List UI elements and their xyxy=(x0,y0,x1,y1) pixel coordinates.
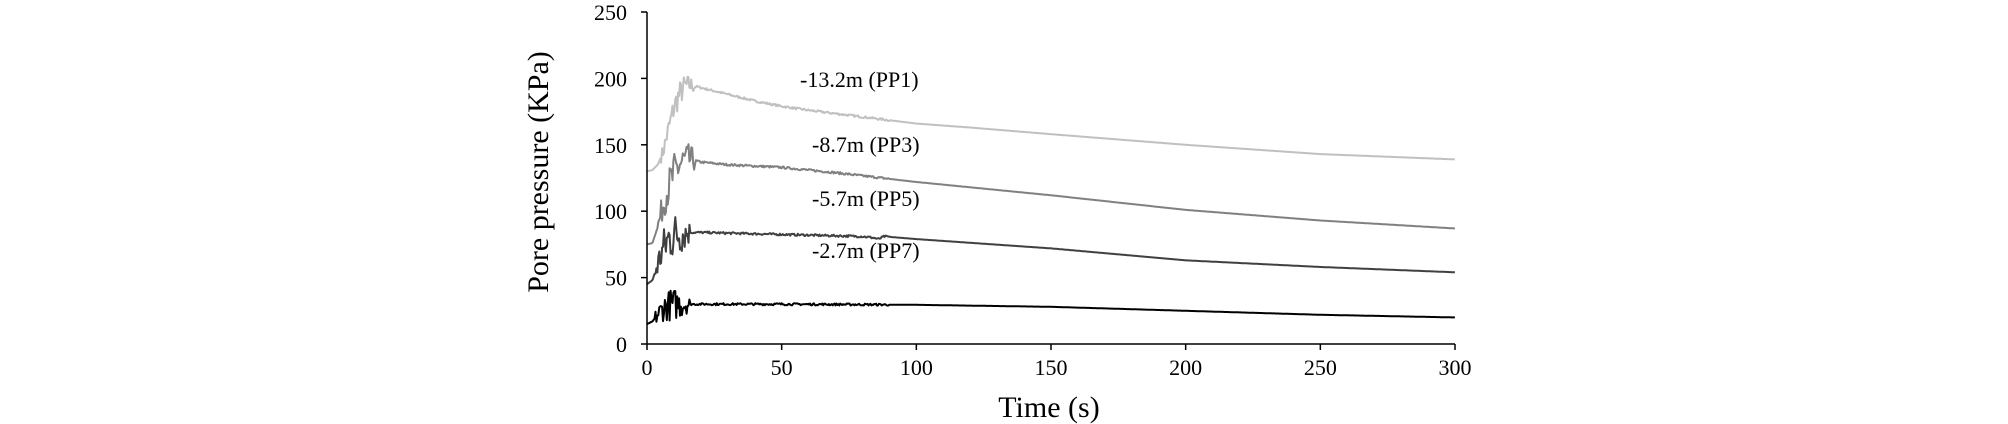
series-line xyxy=(646,75,1455,173)
x-tick-label: 300 xyxy=(1439,355,1472,380)
x-tick-label: 150 xyxy=(1035,355,1068,380)
series-line xyxy=(646,289,1455,325)
y-tick-label: 0 xyxy=(616,332,627,357)
x-tick-label: 0 xyxy=(642,355,653,380)
y-tick-label: 200 xyxy=(594,66,627,91)
series-line xyxy=(646,143,1455,246)
tick-label-layer: 0 50 100 150 200 250 300 0 50 100 150 200 250 xyxy=(594,0,1472,380)
x-tick-label: 100 xyxy=(900,355,933,380)
axes-layer xyxy=(641,11,1456,350)
y-tick-label: 50 xyxy=(605,266,627,291)
series-layer xyxy=(646,75,1455,325)
x-tick-label: 50 xyxy=(771,355,793,380)
x-tick-label: 250 xyxy=(1304,355,1337,380)
y-axis-title: Pore pressure (KPa) xyxy=(522,51,555,293)
x-axis-title: Time (s) xyxy=(998,391,1099,424)
series-label: -2.7m (PP7) xyxy=(812,238,920,263)
y-tick-label: 250 xyxy=(594,0,627,25)
series-line xyxy=(646,216,1455,285)
series-label: -8.7m (PP3) xyxy=(812,132,920,157)
series-label-layer: -13.2m (PP1) -8.7m (PP3) -5.7m (PP5) -2.7m … xyxy=(800,67,920,263)
y-tick-label: 100 xyxy=(594,199,627,224)
y-tick-label: 150 xyxy=(594,133,627,158)
x-tick-label: 200 xyxy=(1169,355,1202,380)
series-label: -5.7m (PP5) xyxy=(812,186,920,211)
series-label: -13.2m (PP1) xyxy=(800,67,919,92)
